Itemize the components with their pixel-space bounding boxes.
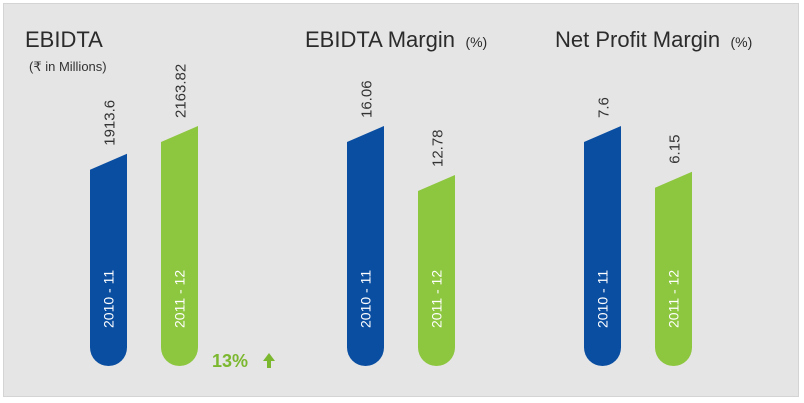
charts-svg: EBIDTA (₹ in Millions) EBIDTA Margin (%)… — [25, 27, 752, 371]
ebidta-margin-category-label-1: 2011 - 12 — [429, 270, 445, 328]
net-profit-margin-title: Net Profit Margin (%) — [555, 27, 752, 52]
ebidta-value-label-1: 2163.82 — [173, 64, 190, 118]
ebidta-margin-category-label-0: 2010 - 11 — [358, 270, 374, 328]
up-arrow-icon — [263, 353, 275, 368]
net-profit-margin-category-label-0: 2010 - 11 — [595, 270, 611, 328]
growth-label: 13% — [212, 351, 248, 371]
ebidta-margin-value-label-1: 12.78 — [430, 129, 447, 167]
ebidta-value-label-0: 1913.6 — [102, 100, 119, 146]
growth-indicator: 13% — [212, 351, 275, 371]
ebidta-subtitle: (₹ in Millions) — [29, 59, 107, 74]
net-profit-margin-category-label-1: 2011 - 12 — [666, 270, 682, 328]
ebidta-margin-value-label-0: 16.06 — [359, 80, 376, 118]
ebidta-category-label-0: 2010 - 11 — [101, 270, 117, 328]
ebidta-margin-bar-2010-11 — [347, 126, 384, 366]
ebidta-margin-bar-2011-12 — [418, 175, 455, 366]
bars-layer: 2010 - 11 1913.6 2011 - 12 2163.82 2010 - 11… — [90, 64, 692, 366]
ebidta-bar-2010-11 — [90, 153, 127, 366]
net-profit-margin-value-label-1: 6.15 — [667, 135, 684, 164]
net-profit-margin-value-label-0: 7.6 — [596, 97, 613, 118]
net-profit-margin-bar-2011-12 — [655, 171, 692, 366]
ebidta-margin-title: EBIDTA Margin (%) — [305, 27, 487, 52]
ebidta-title: EBIDTA — [25, 27, 103, 52]
ebidta-bar-2011-12 — [161, 126, 198, 366]
net-profit-margin-bar-2010-11 — [584, 126, 621, 366]
chart-panel: EBIDTA (₹ in Millions) EBIDTA Margin (%)… — [3, 3, 799, 397]
ebidta-category-label-1: 2011 - 12 — [172, 270, 188, 328]
